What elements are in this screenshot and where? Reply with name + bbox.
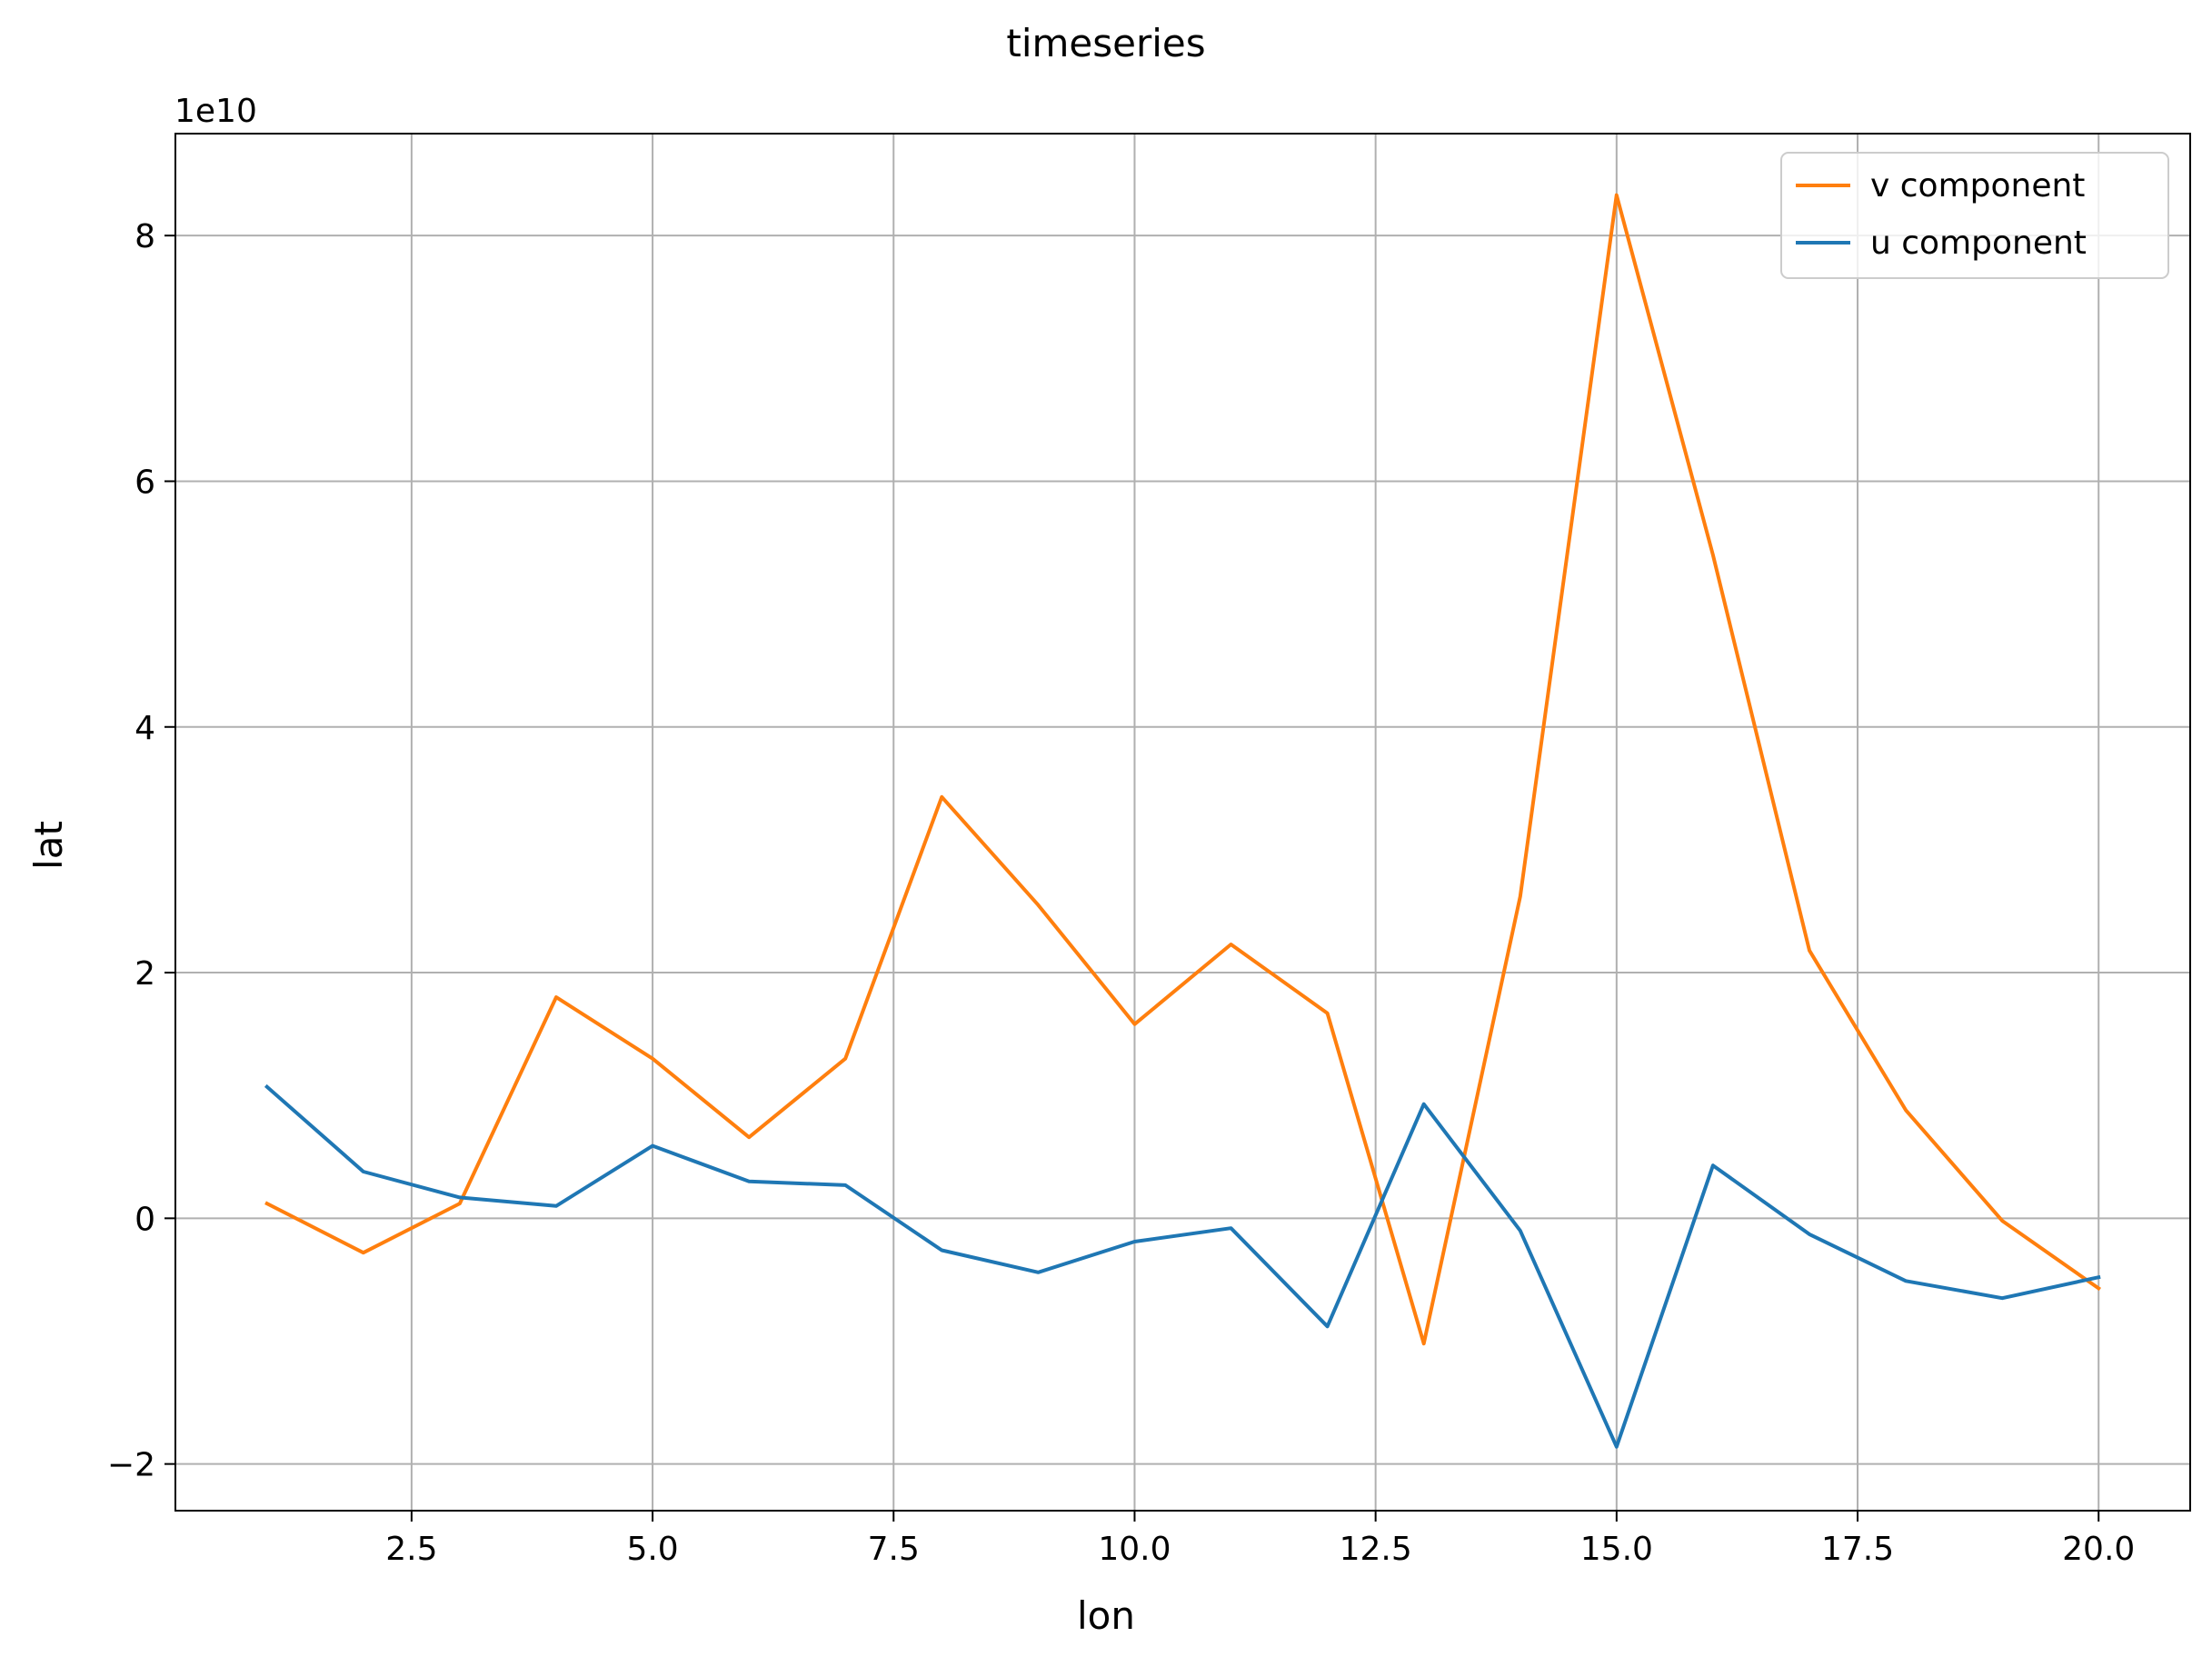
y-tick-label: 2: [135, 955, 155, 993]
y-axis-label: lat: [26, 821, 71, 870]
y-tick-label: 4: [135, 710, 155, 747]
legend-frame: [1780, 152, 2169, 279]
series-line-u-component: [264, 1083, 2101, 1449]
legend-label-v-component: v component: [1870, 167, 2085, 205]
x-axis-ticks: 2.5 5.0 7.5 10.0 12.5 15.0 17.5 20.0: [385, 1511, 2135, 1568]
y-axis-ticks: −2 0 2 4 6 8: [107, 218, 175, 1484]
x-tick-label: 10.0: [1098, 1531, 1171, 1568]
y-tick-label: 0: [135, 1201, 155, 1238]
chart-title: timeseries: [1006, 21, 1205, 65]
x-tick-label: 7.5: [868, 1531, 920, 1568]
y-tick-label: 8: [135, 218, 155, 255]
x-tick-label: 2.5: [385, 1531, 437, 1568]
x-axis-label: lon: [1077, 1593, 1135, 1638]
legend: v component u component: [1780, 152, 2169, 279]
axes-frame: [174, 133, 2191, 1512]
x-tick-label: 17.5: [1821, 1531, 1894, 1568]
grid-lines: [175, 134, 2190, 1511]
x-tick-label: 12.5: [1340, 1531, 1412, 1568]
x-tick-label: 20.0: [2062, 1531, 2135, 1568]
legend-label-u-component: u component: [1870, 225, 2087, 262]
y-axis-offset-label: 1e10: [174, 93, 257, 130]
y-tick-label: 6: [135, 464, 155, 501]
y-tick-label: −2: [107, 1447, 155, 1484]
series-layer: [264, 193, 2101, 1449]
series-line-v-component: [264, 193, 2101, 1346]
x-tick-label: 5.0: [626, 1531, 678, 1568]
x-tick-label: 15.0: [1580, 1531, 1653, 1568]
